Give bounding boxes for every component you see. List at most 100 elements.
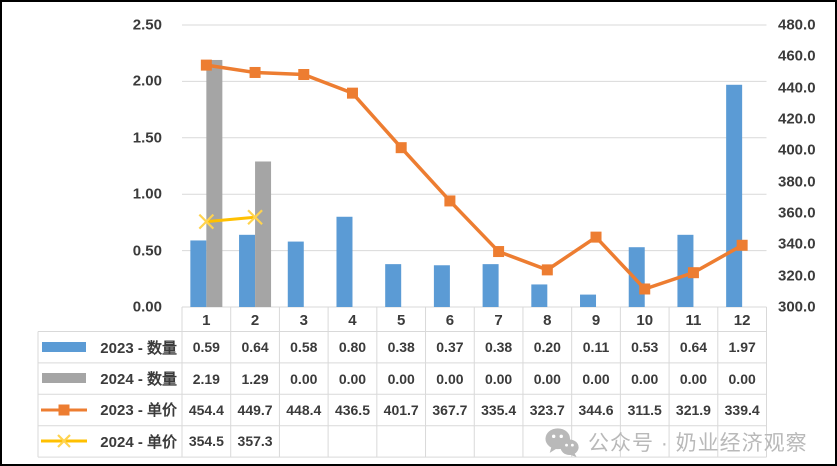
wechat-icon bbox=[545, 427, 579, 457]
right-axis-tick: 480.0 bbox=[778, 16, 816, 34]
table-cell: 0.38 bbox=[484, 339, 513, 356]
right-axis-tick: 300.0 bbox=[778, 298, 816, 316]
line-swatch-icon bbox=[41, 404, 87, 416]
right-axis-tick: 340.0 bbox=[778, 235, 816, 253]
month-label: 5 bbox=[397, 312, 406, 329]
square-marker bbox=[444, 195, 456, 207]
bar bbox=[433, 265, 450, 307]
table-cell: 0.00 bbox=[631, 370, 659, 387]
month-label: 8 bbox=[543, 312, 552, 329]
left-axis-tick: 2.00 bbox=[132, 72, 162, 90]
bar bbox=[677, 234, 694, 307]
month-label: 10 bbox=[636, 312, 654, 329]
table-cell: 448.4 bbox=[286, 402, 322, 418]
table-cell: 0.00 bbox=[582, 370, 610, 387]
line-series bbox=[206, 215, 256, 224]
legend-label: 2023 - 单价 bbox=[100, 402, 177, 420]
right-axis-tick: 400.0 bbox=[778, 141, 816, 159]
legend-label: 2024 - 单价 bbox=[100, 433, 177, 451]
line-swatch-icon bbox=[41, 434, 87, 448]
left-axis-tick: 0.00 bbox=[132, 298, 162, 316]
square-marker bbox=[298, 69, 310, 81]
right-axis-tick: 440.0 bbox=[778, 79, 816, 97]
table-cell: 0.58 bbox=[290, 339, 318, 356]
legend-item-2: 2023 - 单价 bbox=[39, 395, 180, 425]
right-axis-tick: 460.0 bbox=[778, 47, 816, 65]
table-cell: 0.64 bbox=[679, 339, 708, 356]
table-cell: 0.38 bbox=[387, 339, 415, 356]
bar bbox=[482, 264, 499, 307]
table-cell: 0.00 bbox=[484, 370, 513, 387]
table-cell: 0.00 bbox=[338, 370, 367, 387]
square-marker bbox=[736, 239, 748, 251]
table-cell: 401.7 bbox=[383, 402, 419, 418]
bar bbox=[580, 294, 597, 307]
table-cell: 354.5 bbox=[188, 433, 224, 450]
bar bbox=[255, 161, 272, 307]
table-cell: 0.80 bbox=[338, 339, 367, 356]
table-cell: 454.4 bbox=[188, 402, 224, 418]
x-marker bbox=[198, 213, 215, 230]
legend-item-3: 2024 - 单价 bbox=[39, 426, 180, 456]
square-marker bbox=[249, 66, 261, 78]
table-cell: 0.00 bbox=[533, 370, 561, 387]
table-cell: 0.00 bbox=[436, 370, 464, 387]
watermark: 公众号 · 奶业经济观察 bbox=[545, 423, 808, 461]
table-cell: 311.5 bbox=[627, 402, 662, 418]
table-cell: 0.00 bbox=[728, 370, 756, 387]
table-cell: 367.7 bbox=[432, 402, 468, 418]
bar bbox=[287, 241, 304, 307]
table-cell: 0.20 bbox=[533, 339, 561, 356]
bar bbox=[336, 216, 353, 307]
legend-label: 2024 - 数量 bbox=[100, 370, 177, 388]
month-label: 12 bbox=[733, 312, 751, 329]
bar-swatch-icon bbox=[42, 373, 86, 384]
table-cell: 449.7 bbox=[237, 402, 273, 418]
bar bbox=[206, 59, 223, 307]
month-label: 6 bbox=[445, 312, 455, 329]
table-cell: 1.97 bbox=[728, 339, 756, 356]
square-marker bbox=[541, 264, 553, 276]
month-label: 9 bbox=[591, 312, 601, 329]
legend-item-0: 2023 - 数量 bbox=[39, 332, 180, 362]
table-cell: 0.00 bbox=[679, 370, 708, 387]
watermark-text: 公众号 · 奶业经济观察 bbox=[588, 432, 808, 455]
table-cell: 436.5 bbox=[334, 402, 370, 418]
bar bbox=[628, 247, 645, 307]
table-cell: 1.29 bbox=[241, 370, 269, 387]
table-cell: 321.9 bbox=[675, 402, 711, 418]
x-marker bbox=[247, 209, 263, 226]
left-axis-tick: 1.00 bbox=[132, 185, 162, 203]
square-marker bbox=[346, 87, 358, 99]
left-axis-tick: 2.50 bbox=[132, 16, 162, 34]
bar bbox=[190, 240, 207, 307]
month-label: 7 bbox=[494, 312, 503, 329]
table-cell: 344.6 bbox=[578, 402, 614, 418]
legend-label: 2023 - 数量 bbox=[100, 339, 177, 357]
table-cell: 0.64 bbox=[241, 339, 269, 356]
right-axis-tick: 420.0 bbox=[778, 110, 816, 128]
bar bbox=[385, 264, 402, 307]
left-axis-tick: 0.50 bbox=[132, 242, 162, 260]
right-axis-tick: 380.0 bbox=[778, 173, 816, 191]
table-cell: 2.19 bbox=[192, 370, 220, 387]
legend-item-1: 2024 - 数量 bbox=[39, 363, 180, 393]
table-cell: 0.53 bbox=[631, 339, 659, 356]
bar bbox=[726, 84, 743, 307]
square-marker bbox=[200, 59, 212, 71]
left-axis-tick: 1.50 bbox=[132, 129, 162, 147]
month-label: 1 bbox=[202, 312, 211, 329]
right-axis-tick: 360.0 bbox=[778, 204, 816, 222]
square-marker bbox=[493, 246, 505, 258]
square-marker bbox=[687, 267, 699, 279]
month-label: 2 bbox=[250, 312, 260, 329]
table-cell: 339.4 bbox=[724, 402, 760, 418]
month-label: 3 bbox=[299, 312, 308, 329]
table-cell: 335.4 bbox=[481, 402, 517, 418]
right-axis-tick: 320.0 bbox=[778, 267, 816, 285]
table-cell: 0.59 bbox=[192, 339, 220, 356]
bar bbox=[239, 234, 256, 307]
square-marker bbox=[395, 142, 407, 154]
bar bbox=[531, 284, 548, 307]
